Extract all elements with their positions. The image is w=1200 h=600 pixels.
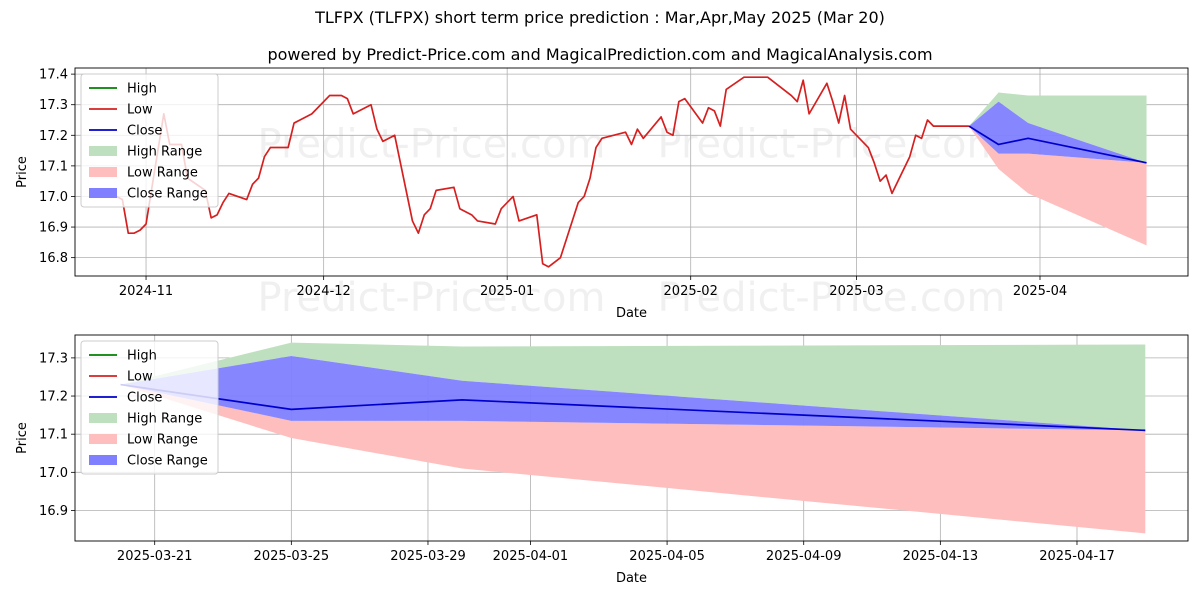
legend-label: Close	[127, 124, 162, 139]
legend-label: High	[127, 349, 157, 364]
x-tick-label: 2025-01	[480, 284, 534, 299]
legend-label: Low	[127, 103, 153, 118]
close-series-line	[968, 125, 1147, 164]
legend-label: Low Range	[127, 166, 198, 181]
low-range-band	[968, 126, 1147, 246]
watermark-text: Predict-Price.com	[658, 275, 1006, 321]
y-tick-label: 17.0	[39, 190, 68, 205]
legend-label: High Range	[127, 145, 202, 160]
chart-panel-2: Predict-Price.comPredict-Price.com2025-0…	[15, 334, 1189, 586]
y-tick-label: 17.4	[39, 68, 68, 83]
y-tick-label: 17.3	[39, 351, 68, 366]
y-tick-label: 16.9	[39, 221, 68, 236]
legend-label: Low	[127, 370, 153, 385]
legend-swatch	[89, 188, 117, 198]
x-axis-label: Date	[616, 306, 647, 321]
close-range-band	[968, 101, 1147, 163]
x-tick-label: 2025-03-21	[117, 549, 193, 564]
x-tick-label: 2024-11	[119, 284, 173, 299]
x-tick-label: 2025-04-13	[903, 549, 979, 564]
y-tick-label: 16.8	[39, 251, 68, 266]
y-tick-label: 17.1	[39, 159, 68, 174]
y-axis-label: Price	[15, 422, 30, 454]
x-tick-label: 2025-03-29	[390, 549, 466, 564]
legend-swatch	[89, 413, 117, 423]
x-tick-label: 2025-04-01	[493, 549, 569, 564]
legend-label: Close Range	[127, 454, 208, 469]
legend-swatch	[89, 167, 117, 177]
plot-frame	[74, 334, 1189, 542]
legend: High Low Close High Range Low Range Close Ran…	[80, 340, 219, 475]
x-tick-label: 2025-04-05	[629, 549, 705, 564]
y-tick-label: 17.2	[39, 129, 68, 144]
legend-swatch	[89, 146, 117, 156]
legend-label: Low Range	[127, 433, 198, 448]
watermark-text: Predict-Price.com	[258, 121, 606, 167]
y-tick-label: 17.1	[39, 428, 68, 443]
x-tick-label: 2025-04-17	[1039, 549, 1115, 564]
high-range-band	[120, 342, 1146, 431]
high-range-band	[968, 92, 1147, 163]
chart-title: TLFPX (TLFPX) short term price predictio…	[315, 8, 885, 27]
close-range-band	[120, 355, 1146, 431]
chart-panel-1: Predict-Price.com Predict-Price.com Predic…	[15, 67, 1189, 321]
x-tick-label: 2025-04	[1013, 284, 1067, 299]
legend-label: High Range	[127, 412, 202, 427]
x-tick-label: 2025-03	[829, 284, 883, 299]
y-axis-label: Price	[15, 156, 30, 188]
x-tick-label: 2025-02	[664, 284, 718, 299]
watermark-text: Predict-Price.com	[658, 121, 1006, 167]
x-tick-label: 2025-04-09	[766, 549, 842, 564]
chart-subtitle: powered by Predict-Price.com and Magical…	[267, 45, 933, 64]
legend-label: Close Range	[127, 187, 208, 202]
x-tick-label: 2025-03-25	[254, 549, 330, 564]
x-axis-label: Date	[616, 571, 647, 586]
y-tick-label: 17.2	[39, 390, 68, 405]
watermark-text: Predict-Price.com	[258, 275, 606, 321]
plot-frame	[74, 67, 1189, 277]
legend: High Low Close High Range Low Range Close Ran…	[80, 73, 219, 208]
y-tick-label: 17.0	[39, 466, 68, 481]
legend-swatch	[89, 434, 117, 444]
legend-swatch	[89, 455, 117, 465]
low-range-band	[120, 384, 1146, 534]
legend-label: High	[127, 82, 157, 97]
legend-label: Close	[127, 391, 162, 406]
y-tick-label: 16.9	[39, 504, 68, 519]
x-tick-label: 2024-12	[296, 284, 350, 299]
low-series-line	[92, 76, 969, 268]
y-tick-label: 17.3	[39, 98, 68, 113]
